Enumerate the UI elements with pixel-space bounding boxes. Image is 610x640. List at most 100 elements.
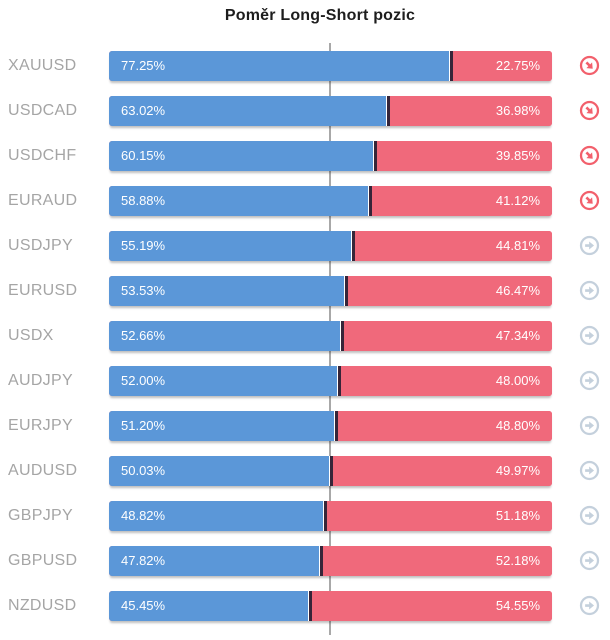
long-segment: 63.02% — [109, 95, 387, 126]
short-segment: 49.97% — [332, 455, 552, 486]
short-segment: 41.12% — [371, 185, 552, 216]
neutral-signal-icon[interactable] — [579, 370, 600, 391]
neutral-signal-icon[interactable] — [579, 550, 600, 571]
long-segment: 50.03% — [109, 455, 329, 486]
long-value: 60.15% — [121, 148, 166, 163]
short-segment: 36.98% — [390, 95, 552, 126]
long-segment: 47.82% — [109, 545, 319, 576]
long-short-bar[interactable]: 45.45% 54.55% — [109, 590, 552, 621]
long-segment: 51.20% — [109, 410, 334, 441]
long-short-bar[interactable]: 51.20% 48.80% — [109, 410, 552, 441]
long-short-bar[interactable]: 47.82% 52.18% — [109, 545, 552, 576]
table-row: EURAUD 58.88% 41.12% — [0, 178, 610, 223]
long-short-bar[interactable]: 77.25% 22.75% — [109, 50, 552, 81]
short-value: 39.85% — [495, 148, 540, 163]
long-short-bar[interactable]: 52.00% 48.00% — [109, 365, 552, 396]
symbol-label: NZDUSD — [8, 596, 77, 614]
symbol-label: EURUSD — [8, 281, 78, 299]
long-short-bar[interactable]: 53.53% 46.47% — [109, 275, 552, 306]
symbol-label: GBPJPY — [8, 506, 73, 524]
neutral-signal-icon[interactable] — [579, 325, 600, 346]
segment-divider-marker — [374, 140, 378, 171]
long-value: 58.88% — [121, 193, 166, 208]
segment-divider-gap — [449, 50, 451, 81]
long-value: 52.66% — [121, 328, 166, 343]
long-value: 53.53% — [121, 283, 166, 298]
long-segment: 55.19% — [109, 230, 352, 261]
short-segment: 22.75% — [453, 50, 552, 81]
segment-divider-gap — [373, 140, 375, 171]
symbol-label: AUDUSD — [8, 461, 78, 479]
long-segment: 58.88% — [109, 185, 368, 216]
signal-cell — [552, 55, 610, 76]
long-short-bar[interactable]: 58.88% 41.12% — [109, 185, 552, 216]
neutral-signal-icon[interactable] — [579, 460, 600, 481]
short-value: 52.18% — [495, 553, 540, 568]
sell-signal-icon[interactable] — [579, 55, 600, 76]
sell-signal-icon[interactable] — [579, 145, 600, 166]
long-short-bar[interactable]: 52.66% 47.34% — [109, 320, 552, 351]
sell-signal-icon[interactable] — [579, 190, 600, 211]
short-value: 22.75% — [495, 58, 540, 73]
long-short-bar[interactable]: 48.82% 51.18% — [109, 500, 552, 531]
sell-signal-icon[interactable] — [579, 100, 600, 121]
long-short-bar[interactable]: 55.19% 44.81% — [109, 230, 552, 261]
short-segment: 52.18% — [322, 545, 552, 576]
table-row: USDCAD 63.02% 36.98% — [0, 88, 610, 133]
neutral-signal-icon[interactable] — [579, 595, 600, 616]
segment-divider-gap — [318, 545, 320, 576]
symbol-label: AUDJPY — [8, 371, 73, 389]
long-short-bar[interactable]: 50.03% 49.97% — [109, 455, 552, 486]
signal-cell — [552, 145, 610, 166]
symbol-label: EURJPY — [8, 416, 73, 434]
segment-divider-marker — [368, 185, 372, 216]
segment-divider-marker — [450, 50, 454, 81]
short-segment: 51.18% — [327, 500, 552, 531]
segment-divider-gap — [367, 185, 369, 216]
table-row: EURJPY 51.20% 48.80% — [0, 403, 610, 448]
page-title: Poměr Long-Short pozic — [224, 7, 416, 24]
signal-cell — [552, 235, 610, 256]
segment-divider-gap — [323, 500, 325, 531]
signal-cell — [552, 280, 610, 301]
segment-divider-marker — [319, 545, 323, 576]
long-value: 47.82% — [121, 553, 166, 568]
segment-divider-marker — [334, 410, 338, 441]
short-value: 48.80% — [495, 418, 540, 433]
neutral-signal-icon[interactable] — [579, 235, 600, 256]
neutral-signal-icon[interactable] — [579, 505, 600, 526]
long-short-bar[interactable]: 63.02% 36.98% — [109, 95, 552, 126]
signal-cell — [552, 595, 610, 616]
short-value: 48.00% — [495, 373, 540, 388]
segment-divider-marker — [387, 95, 391, 126]
long-segment: 60.15% — [109, 140, 374, 171]
symbol-label: XAUUSD — [8, 56, 77, 74]
long-value: 63.02% — [121, 103, 166, 118]
short-segment: 44.81% — [355, 230, 552, 261]
short-value: 49.97% — [495, 463, 540, 478]
signal-cell — [552, 325, 610, 346]
rows: XAUUSD 77.25% 22.75% USDCAD 63.02% — [0, 43, 610, 628]
segment-divider-marker — [345, 275, 349, 306]
signal-cell — [552, 100, 610, 121]
segment-divider-marker — [352, 230, 356, 261]
long-segment: 52.66% — [109, 320, 341, 351]
long-value: 45.45% — [121, 598, 166, 613]
short-value: 54.55% — [495, 598, 540, 613]
short-segment: 47.34% — [344, 320, 552, 351]
short-segment: 48.80% — [337, 410, 552, 441]
short-segment: 48.00% — [341, 365, 552, 396]
signal-cell — [552, 550, 610, 571]
short-value: 46.47% — [495, 283, 540, 298]
segment-divider-gap — [337, 365, 339, 396]
symbol-label: USDX — [8, 326, 54, 344]
table-row: NZDUSD 45.45% 54.55% — [0, 583, 610, 628]
long-short-bar[interactable]: 60.15% 39.85% — [109, 140, 552, 171]
short-segment: 39.85% — [377, 140, 552, 171]
neutral-signal-icon[interactable] — [579, 415, 600, 436]
signal-cell — [552, 415, 610, 436]
table-row: AUDJPY 52.00% 48.00% — [0, 358, 610, 403]
segment-divider-marker — [324, 500, 328, 531]
long-segment: 45.45% — [109, 590, 309, 621]
neutral-signal-icon[interactable] — [579, 280, 600, 301]
